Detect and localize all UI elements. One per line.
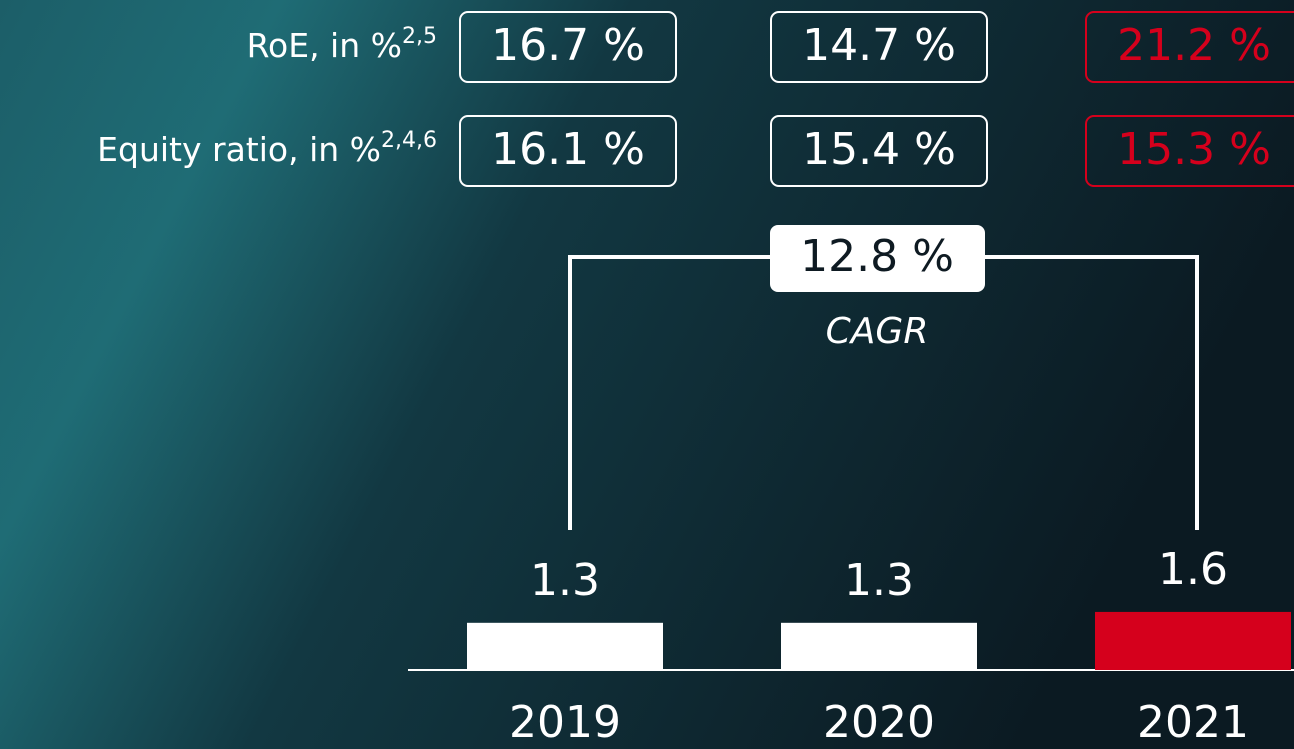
kpi-box — [459, 11, 677, 83]
kpi-box — [770, 11, 988, 83]
cagr-label: CAGR — [826, 311, 929, 352]
x-tick-label: 2020 — [823, 697, 935, 748]
kpi-label-text: RoE, in % — [247, 26, 402, 65]
kpi-box — [1085, 115, 1294, 187]
x-tick-label: 2019 — [509, 697, 621, 748]
cagr-value: 12.8 % — [800, 231, 954, 282]
kpi-value: 14.7 % — [802, 20, 956, 71]
cagr-box — [770, 225, 985, 292]
kpi-label: RoE, in %2,5 — [247, 24, 437, 65]
kpi-label: Equity ratio, in %2,4,6 — [97, 128, 437, 169]
bar — [1095, 611, 1291, 670]
value-label: 1.3 — [530, 555, 600, 606]
kpi-box — [459, 115, 677, 187]
kpi-note: 2,5 — [402, 24, 437, 49]
bar — [781, 622, 977, 670]
kpi-value: 16.7 % — [491, 20, 645, 71]
value-label: 1.3 — [844, 555, 914, 606]
kpi-value: 15.3 % — [1117, 124, 1271, 175]
x-tick-label: 2021 — [1137, 697, 1249, 748]
bar — [467, 622, 663, 670]
value-label: 1.6 — [1158, 544, 1228, 595]
kpi-value: 16.1 % — [491, 124, 645, 175]
kpi-box — [770, 115, 988, 187]
kpi-label-text: Equity ratio, in % — [97, 130, 381, 169]
kpi-note: 2,4,6 — [381, 128, 437, 153]
kpi-box — [1085, 11, 1294, 83]
kpi-value: 15.4 % — [802, 124, 956, 175]
kpi-value: 21.2 % — [1117, 20, 1271, 71]
